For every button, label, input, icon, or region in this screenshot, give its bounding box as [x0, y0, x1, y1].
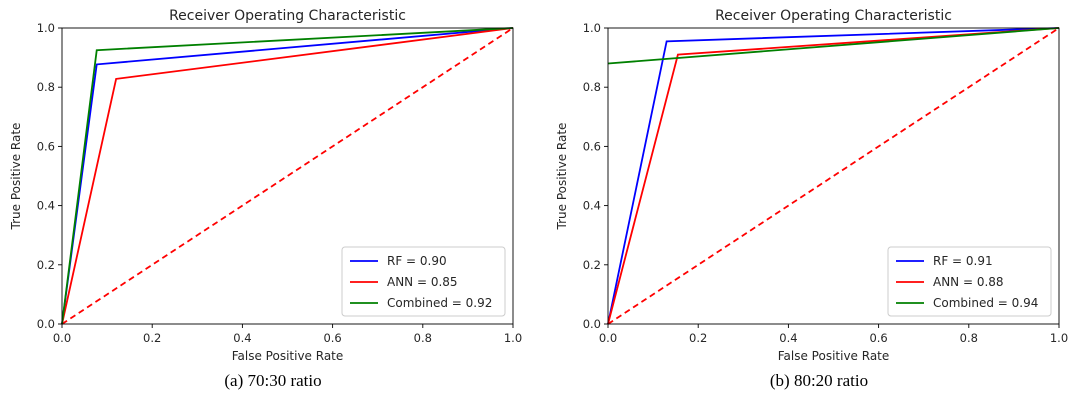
y-tick-label: 0.0 — [37, 317, 55, 331]
y-tick-label: 0.8 — [37, 80, 55, 94]
y-tick-label: 1.0 — [37, 21, 55, 35]
y-tick-label: 0.4 — [583, 199, 601, 213]
x-tick-label: 0.2 — [689, 331, 707, 345]
series-line-2 — [61, 27, 514, 325]
caption-b: (b) 80:20 ratio — [769, 371, 869, 390]
plot-frame — [607, 27, 1060, 325]
series-line-0 — [607, 27, 1060, 325]
x-tick-label: 0.0 — [599, 331, 617, 345]
series-line-1 — [607, 27, 1060, 325]
legend-entry: Combined = 0.92 — [387, 296, 492, 310]
chart-title: Receiver Operating Characteristic — [715, 8, 952, 24]
x-tick-label: 0.6 — [323, 331, 341, 345]
chart-panel-a: Receiver Operating Characteristic 0.0 0.2 0… — [9, 8, 522, 390]
legend-entry: ANN = 0.85 — [387, 275, 458, 289]
x-axis-label: False Positive Rate — [778, 349, 890, 363]
y-tick-label: 1.0 — [583, 21, 601, 35]
legend-entry: Combined = 0.94 — [933, 296, 1038, 310]
legend: RF = 0.91 ANN = 0.88 Combined = 0.94 — [887, 246, 1052, 317]
series-line-2 — [607, 27, 1060, 65]
x-tick-label: 0.6 — [869, 331, 887, 345]
series-line-1 — [61, 27, 514, 325]
caption-a: (a) 70:30 ratio — [224, 371, 322, 390]
y-tick-label: 0.6 — [37, 139, 55, 153]
y-tick-label: 0.6 — [583, 139, 601, 153]
x-tick-label: 1.0 — [504, 331, 522, 345]
y-tick-label: 0.0 — [583, 317, 601, 331]
x-tick-label: 0.4 — [233, 331, 251, 345]
x-tick-label: 1.0 — [1050, 331, 1068, 345]
y-axis-label: True Positive Rate — [9, 123, 23, 231]
legend-entry: ANN = 0.88 — [933, 275, 1004, 289]
chart-title: Receiver Operating Characteristic — [169, 8, 406, 24]
x-tick-label: 0.0 — [53, 331, 71, 345]
x-tick-label: 0.8 — [414, 331, 432, 345]
legend: RF = 0.90 ANN = 0.85 Combined = 0.92 — [341, 246, 506, 317]
chart-panel-b: Receiver Operating Characteristic 0.0 0.2 0… — [546, 0, 1092, 417]
y-axis-label: True Positive Rate — [555, 123, 569, 231]
legend-box — [887, 246, 1052, 317]
x-tick-label: 0.4 — [779, 331, 797, 345]
roc-chart-a: Receiver Operating Characteristic 0.0 0.2 0… — [9, 8, 522, 363]
y-tick-label: 0.2 — [37, 258, 55, 272]
roc-chart-b: Receiver Operating Characteristic 0.0 0.2 0… — [555, 8, 1068, 363]
x-axis-label: False Positive Rate — [232, 349, 344, 363]
legend-box — [341, 246, 506, 317]
legend-entry: RF = 0.91 — [933, 254, 993, 268]
y-tick-label: 0.8 — [583, 80, 601, 94]
legend-entry: RF = 0.90 — [387, 254, 447, 268]
y-tick-label: 0.4 — [37, 199, 55, 213]
x-tick-label: 0.2 — [143, 331, 161, 345]
y-tick-label: 0.2 — [583, 258, 601, 272]
x-tick-label: 0.8 — [960, 331, 978, 345]
plot-frame — [61, 27, 514, 325]
